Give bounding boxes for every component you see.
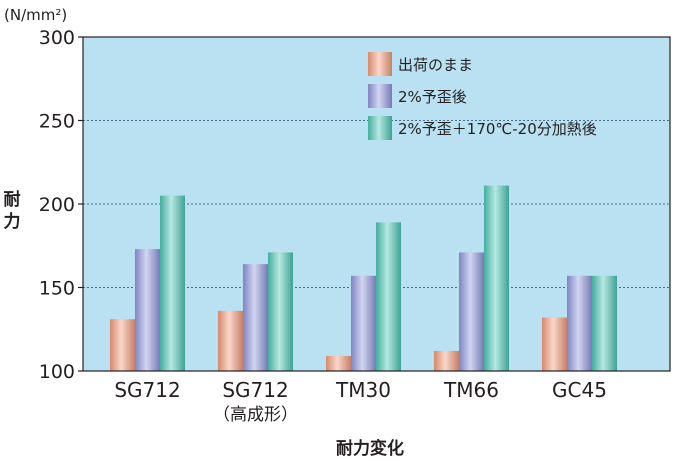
bar-sg712-1 <box>110 319 135 371</box>
legend-label-1: 出荷のまま <box>398 56 473 74</box>
bar-gc45-3 <box>592 275 617 371</box>
bar-tm66-2 <box>459 252 484 371</box>
legend-swatch-2 <box>368 84 392 108</box>
bar-tm66-1 <box>434 350 459 371</box>
bar-tm30-3 <box>376 222 401 371</box>
legend-label-3: 2%予歪＋170℃-20分加熱後 <box>398 120 597 138</box>
y-unit-label: (N/mm²) <box>4 6 67 24</box>
y-axis-label: 耐力 <box>4 189 21 232</box>
x-tick-label: TM66 <box>443 378 499 402</box>
bar-sg712-2 <box>135 249 160 371</box>
x-tick-label: GC45 <box>552 378 607 402</box>
x-tick-label: SG712 <box>222 378 288 402</box>
bar-tm66-3 <box>484 185 509 371</box>
bar-sg712-2 <box>243 264 268 371</box>
legend-label-2: 2%予歪後 <box>398 88 467 106</box>
y-tick-label: 300 <box>39 27 75 49</box>
bar-tm30-2 <box>351 275 376 371</box>
bar-gc45-2 <box>567 275 592 371</box>
y-tick-label: 100 <box>39 361 75 383</box>
bar-gc45-1 <box>542 317 567 371</box>
bar-sg712-3 <box>268 252 293 371</box>
y-tick-label: 200 <box>39 194 75 216</box>
bar-sg712-3 <box>160 195 185 371</box>
x-tick-sublabel: （高成形） <box>213 405 298 425</box>
legend-swatch-1 <box>368 52 392 76</box>
x-tick-label: TM30 <box>335 378 391 402</box>
legend-swatch-3 <box>368 116 392 140</box>
y-tick-label: 250 <box>39 111 75 133</box>
x-tick-label: SG712 <box>114 378 180 402</box>
bar-tm30-1 <box>326 355 351 371</box>
y-tick-label: 150 <box>39 278 75 300</box>
bar-sg712-1 <box>218 310 243 371</box>
x-axis-label: 耐力変化 <box>336 438 404 459</box>
